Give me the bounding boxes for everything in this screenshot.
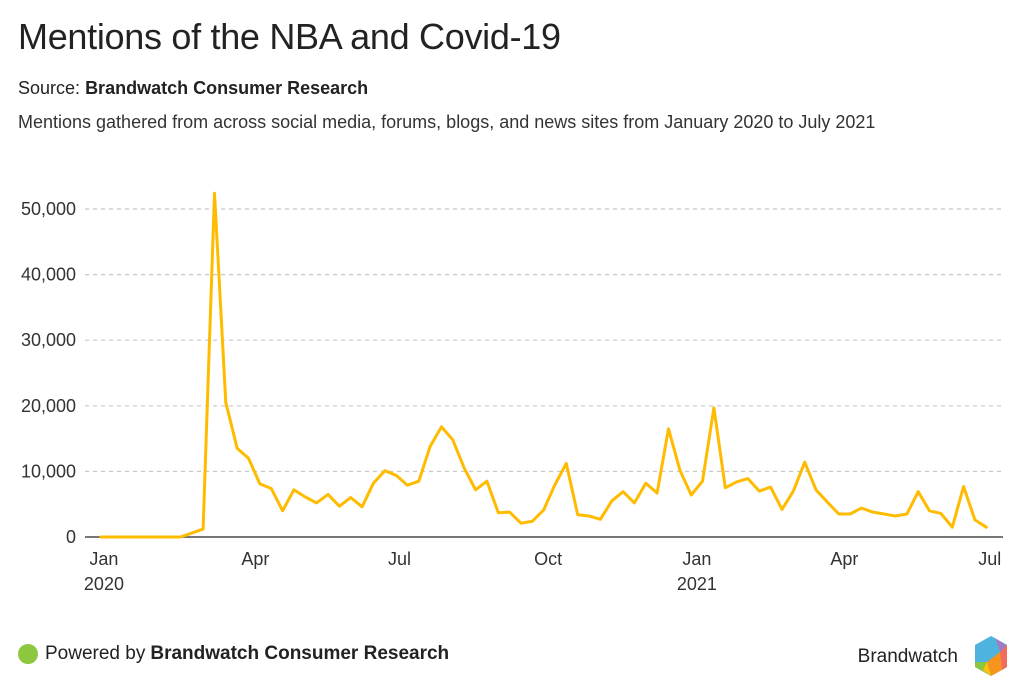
x-tick-year-label: 2020 bbox=[84, 574, 124, 594]
powered-by: Powered by Brandwatch Consumer Research bbox=[18, 643, 449, 665]
series-line bbox=[99, 191, 988, 539]
y-tick-label: 40,000 bbox=[21, 265, 76, 285]
series-group bbox=[99, 191, 988, 539]
chart-subtitle: Mentions gathered from across social med… bbox=[18, 112, 876, 132]
x-tick-label: Jan bbox=[682, 549, 711, 569]
y-tick-label: 10,000 bbox=[21, 461, 76, 481]
y-tick-label: 50,000 bbox=[21, 199, 76, 219]
line-chart: 0 10,000 20,000 30,000 40,000 50,000 Jan 2020 A… bbox=[21, 191, 1003, 594]
powered-name: Brandwatch Consumer Research bbox=[150, 643, 450, 664]
x-tick-label: Oct bbox=[534, 549, 562, 569]
brandwatch-logo-icon bbox=[975, 636, 1007, 676]
source-line: Source: Brandwatch Consumer Research bbox=[18, 78, 368, 99]
y-tick-label: 30,000 bbox=[21, 330, 76, 350]
status-dot-icon bbox=[18, 644, 38, 664]
x-tick-label: Apr bbox=[241, 549, 269, 569]
y-tick-label: 20,000 bbox=[21, 396, 76, 416]
x-tick-label: Jul bbox=[978, 549, 1001, 569]
gridlines bbox=[85, 208, 1003, 472]
y-axis: 0 10,000 20,000 30,000 40,000 50,000 bbox=[21, 199, 76, 547]
powered-prefix: Powered by bbox=[45, 643, 146, 664]
brand-name: Brandwatch bbox=[857, 646, 958, 667]
source-name: Brandwatch Consumer Research bbox=[85, 78, 369, 98]
x-tick-label: Apr bbox=[830, 549, 858, 569]
x-tick-year-label: 2021 bbox=[677, 574, 717, 594]
chart-title: Mentions of the NBA and Covid-19 bbox=[18, 16, 561, 57]
x-axis: Jan 2020 Apr Jul Oct Jan 2021 Apr Jul bbox=[84, 536, 1003, 594]
x-tick-label: Jan bbox=[89, 549, 118, 569]
y-tick-label: 0 bbox=[66, 527, 76, 547]
x-tick-label: Jul bbox=[388, 549, 411, 569]
source-prefix: Source: bbox=[18, 78, 81, 98]
